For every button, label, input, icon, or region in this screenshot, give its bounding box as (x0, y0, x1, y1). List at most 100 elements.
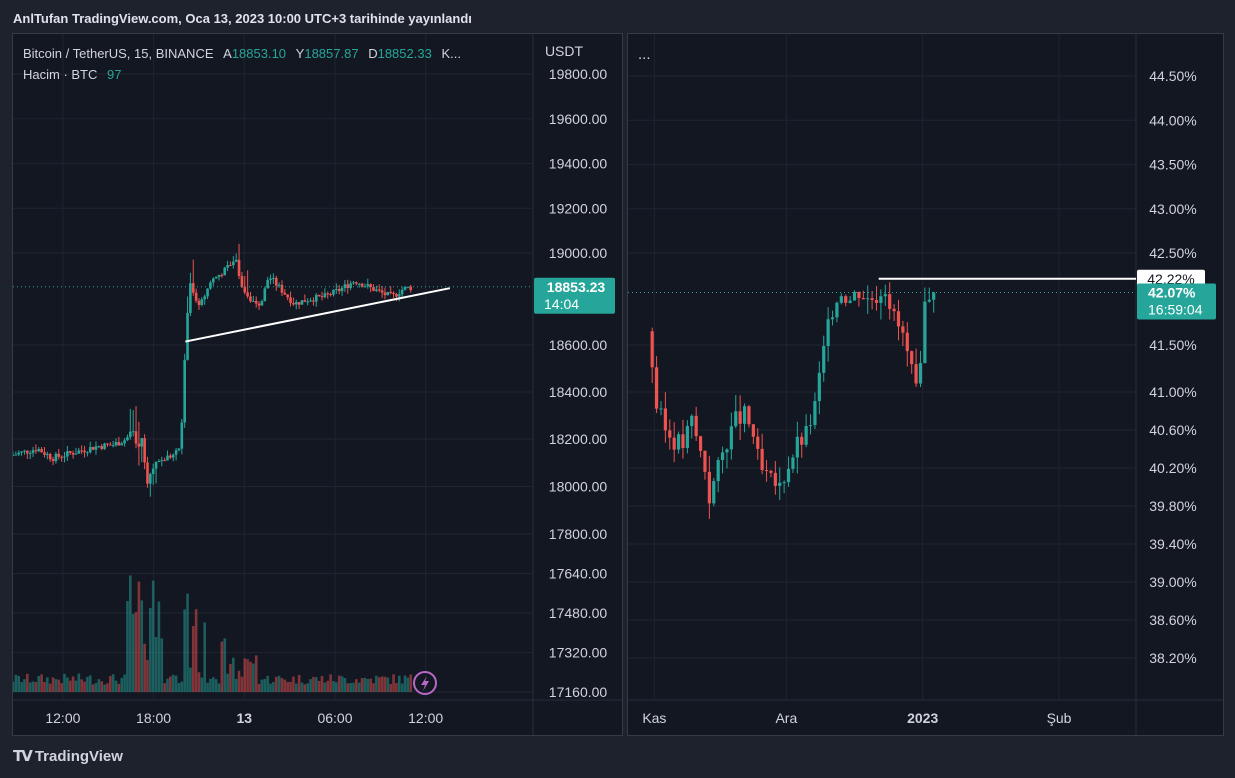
volume-bar (71, 676, 75, 692)
volume-bar (306, 683, 310, 692)
volume-bar (214, 679, 218, 692)
volume-bar (149, 607, 152, 692)
volume-bar (317, 680, 321, 692)
volume-bar (26, 673, 29, 692)
lightning-icon (413, 671, 437, 695)
candle (883, 294, 887, 297)
candle (77, 450, 81, 454)
candle (123, 440, 126, 444)
volume-bar (57, 679, 61, 692)
ohlc-close: K... (441, 46, 461, 61)
currency-label: USDT (545, 43, 584, 59)
candle (229, 265, 232, 267)
candle (366, 284, 370, 287)
resistance-text: 42.22% (1147, 271, 1194, 287)
percent-chart-panel[interactable]: 44.50% 44.00% 43.50% 43.00% 42.50% 41.50% 41.0… (627, 33, 1224, 736)
volume-bar (320, 676, 324, 692)
candle (317, 294, 321, 297)
candle (756, 436, 760, 449)
btc-candlestick-chart[interactable]: 19800.00 19600.00 19400.00 19200.00 19000.00… (13, 34, 622, 735)
candle (817, 372, 821, 402)
countdown-text: 16:59:04 (1148, 302, 1203, 318)
volume-bar (375, 675, 378, 692)
volume-bar (108, 676, 112, 692)
volume-bar (337, 675, 341, 692)
volume-bar (274, 676, 278, 692)
candle (23, 450, 26, 452)
tradingview-logo[interactable]: TV TradingView (13, 747, 123, 765)
candle (383, 292, 387, 296)
volume-bar (163, 683, 166, 692)
candle (257, 303, 261, 306)
btc-chart-panel[interactable]: 19800.00 19600.00 19400.00 19200.00 19000.00… (12, 33, 623, 736)
volume-bar (28, 682, 32, 692)
volume-bar (91, 684, 95, 692)
volume-bar (48, 683, 52, 692)
volume-bar (203, 622, 207, 692)
candle (183, 359, 186, 423)
y-tick-label: 44.50% (1149, 68, 1196, 84)
volume-bar (40, 674, 43, 692)
volume-bar (409, 674, 413, 692)
volume-bar (117, 683, 121, 692)
candle (786, 468, 791, 483)
volume-bar (137, 581, 141, 692)
volume-bar (335, 682, 338, 692)
candle (804, 426, 808, 445)
volume-bar (369, 678, 372, 692)
candle (690, 415, 694, 427)
y-tick-label: 18200.00 (549, 431, 608, 447)
candle (861, 298, 865, 300)
candle (163, 460, 166, 462)
candle (395, 293, 398, 297)
volume-bar (86, 676, 89, 692)
y-tick-label: 19400.00 (549, 156, 608, 172)
candle (31, 450, 35, 454)
volume-bar (120, 677, 124, 692)
volume-bar (14, 674, 18, 692)
candle (335, 289, 338, 291)
candle (357, 283, 361, 285)
candle (905, 332, 909, 352)
y-tick-label: 19800.00 (549, 66, 608, 82)
y-tick-label: 40.20% (1149, 460, 1196, 476)
candle (403, 287, 407, 290)
menu-dots[interactable]: ... (638, 46, 651, 63)
x-tick-label: 12:00 (45, 710, 80, 726)
candle (54, 453, 58, 462)
candle (94, 446, 98, 450)
candle (211, 278, 215, 283)
candle (149, 473, 152, 484)
percent-candlestick-chart[interactable]: 44.50% 44.00% 43.50% 43.00% 42.50% 41.50% 41.0… (628, 34, 1223, 735)
volume-bar (346, 683, 350, 692)
candle (360, 283, 364, 287)
candle (923, 301, 927, 364)
volume-bar (13, 681, 15, 692)
volume-bar (357, 682, 361, 692)
volume-bar (254, 655, 258, 692)
candle (738, 411, 742, 424)
volume-bar (360, 678, 364, 692)
volume-bar (31, 681, 35, 692)
volume-bar (23, 679, 26, 692)
candle (272, 277, 275, 279)
last-price-badge (534, 277, 615, 314)
volume-bar (194, 609, 198, 692)
volume-bar (277, 675, 281, 692)
volume-bar (280, 678, 284, 692)
candle (848, 300, 852, 303)
volume-bar (400, 683, 404, 692)
y-tick-label: 43.50% (1149, 157, 1196, 173)
candle (80, 450, 83, 452)
volume-bar (312, 676, 315, 692)
candle (266, 279, 269, 289)
candle (870, 298, 874, 300)
tv-logo-icon: TV (13, 747, 33, 765)
candle (106, 443, 109, 445)
candle (28, 453, 32, 455)
volume-legend: Hacim · BTC 97 (23, 67, 121, 82)
volume-bar (406, 677, 410, 692)
candle (200, 299, 204, 305)
volume-bar (131, 613, 135, 692)
candle (143, 438, 146, 463)
